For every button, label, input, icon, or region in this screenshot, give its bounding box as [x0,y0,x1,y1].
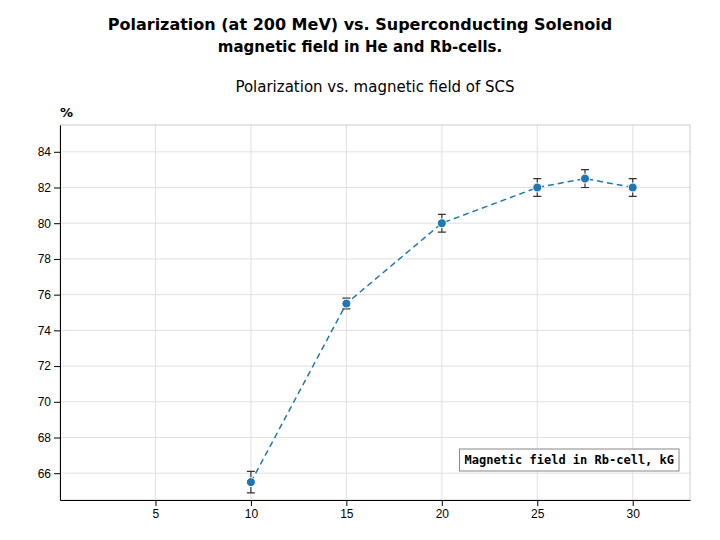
error-bar [629,179,637,197]
tick-label: 5 [153,507,160,521]
tick-label: 68 [38,431,52,445]
grid-line [60,294,690,295]
tick-mark [442,500,443,506]
grid-line [60,437,690,438]
tick-label: 76 [38,288,52,302]
tick: 25 [531,500,545,521]
annotation: Polarization vs. magnetic field of SCS [235,78,514,96]
tick-mark [633,500,634,506]
tick-label: 10 [245,507,259,521]
grid-line [441,125,442,500]
grid-line [60,366,690,367]
point [581,174,590,183]
tick-mark [54,259,60,260]
tick: 15 [340,500,354,521]
tick-mark [54,438,60,439]
tick-mark [54,295,60,296]
marks [246,170,637,493]
tick-mark [54,330,60,331]
tick: 78 [38,252,60,266]
point [628,183,637,192]
line [251,179,633,483]
grid-line [346,125,347,500]
grid-line [60,187,690,188]
tick-label: 30 [627,507,641,521]
y-axis-label: % [60,105,73,120]
grid-line [60,258,690,259]
tick-label: 74 [38,324,52,338]
grid-line [60,401,690,402]
tick-label: 78 [38,252,52,266]
point [246,478,255,487]
tick-mark [54,223,60,224]
x-axis-label-frame [459,449,679,471]
grid-line [250,125,251,500]
tick-label: 15 [340,507,354,521]
tick: 68 [38,431,60,445]
error-bar [581,170,589,188]
tick-label: 80 [38,217,52,231]
grid-line [60,151,690,152]
tick: 5 [153,500,160,521]
subtitle: magnetic field in He and Rb-cells. [218,38,502,56]
tick-label: 70 [38,395,52,409]
tick: 20 [436,500,450,521]
tick: 80 [38,217,60,231]
grid [60,125,690,500]
tick: 66 [38,467,60,481]
axis-line [61,500,691,501]
error-bar [247,471,255,492]
x-axis: 5 10 15 20 25 30 [61,500,691,521]
tick: 70 [38,395,60,409]
tick-mark [537,500,538,506]
tick-label: 84 [38,145,52,159]
tick: 84 [38,145,60,159]
title: Polarization (at 200 MeV) vs. Supercondu… [108,15,613,34]
tick-label: 82 [38,181,52,195]
grid-line [60,330,690,331]
tick-label: 66 [38,467,52,481]
axis-line [60,126,61,501]
tick-label: 25 [531,507,545,521]
tick: 30 [627,500,641,521]
chart: Polarization (at 200 MeV) vs. Supercondu… [0,0,720,540]
point [342,299,351,308]
point [437,219,446,228]
tick-label: 20 [436,507,450,521]
error-bar [342,298,350,309]
error-bar [438,214,446,232]
tick-mark [54,188,60,189]
tick: 72 [38,359,60,373]
tick-mark [54,152,60,153]
tick-mark [54,473,60,474]
grid-line [155,125,156,500]
y-axis: 66 68 70 72 74 76 78 80 82 84 [38,126,61,501]
plot-frame [60,125,690,500]
error-bar [533,179,541,197]
tick-mark [251,500,252,506]
tick-mark [54,366,60,367]
tick-mark [155,500,156,506]
grid-line [60,223,690,224]
point [533,183,542,192]
tick: 74 [38,324,60,338]
tick-mark [54,402,60,403]
tick-label: 72 [38,359,52,373]
x-axis-label-box: Magnetic field in Rb-cell, kG [459,449,679,471]
plot: 5 10 15 20 25 30 66 68 70 72 74 76 78 80 82 84% Magnetic… [38,105,691,521]
tick: 82 [38,181,60,195]
tick: 76 [38,288,60,302]
x-axis-label: Magnetic field in Rb-cell, kG [464,453,674,467]
tick-mark [346,500,347,506]
grid-line [60,473,690,474]
tick: 10 [245,500,259,521]
